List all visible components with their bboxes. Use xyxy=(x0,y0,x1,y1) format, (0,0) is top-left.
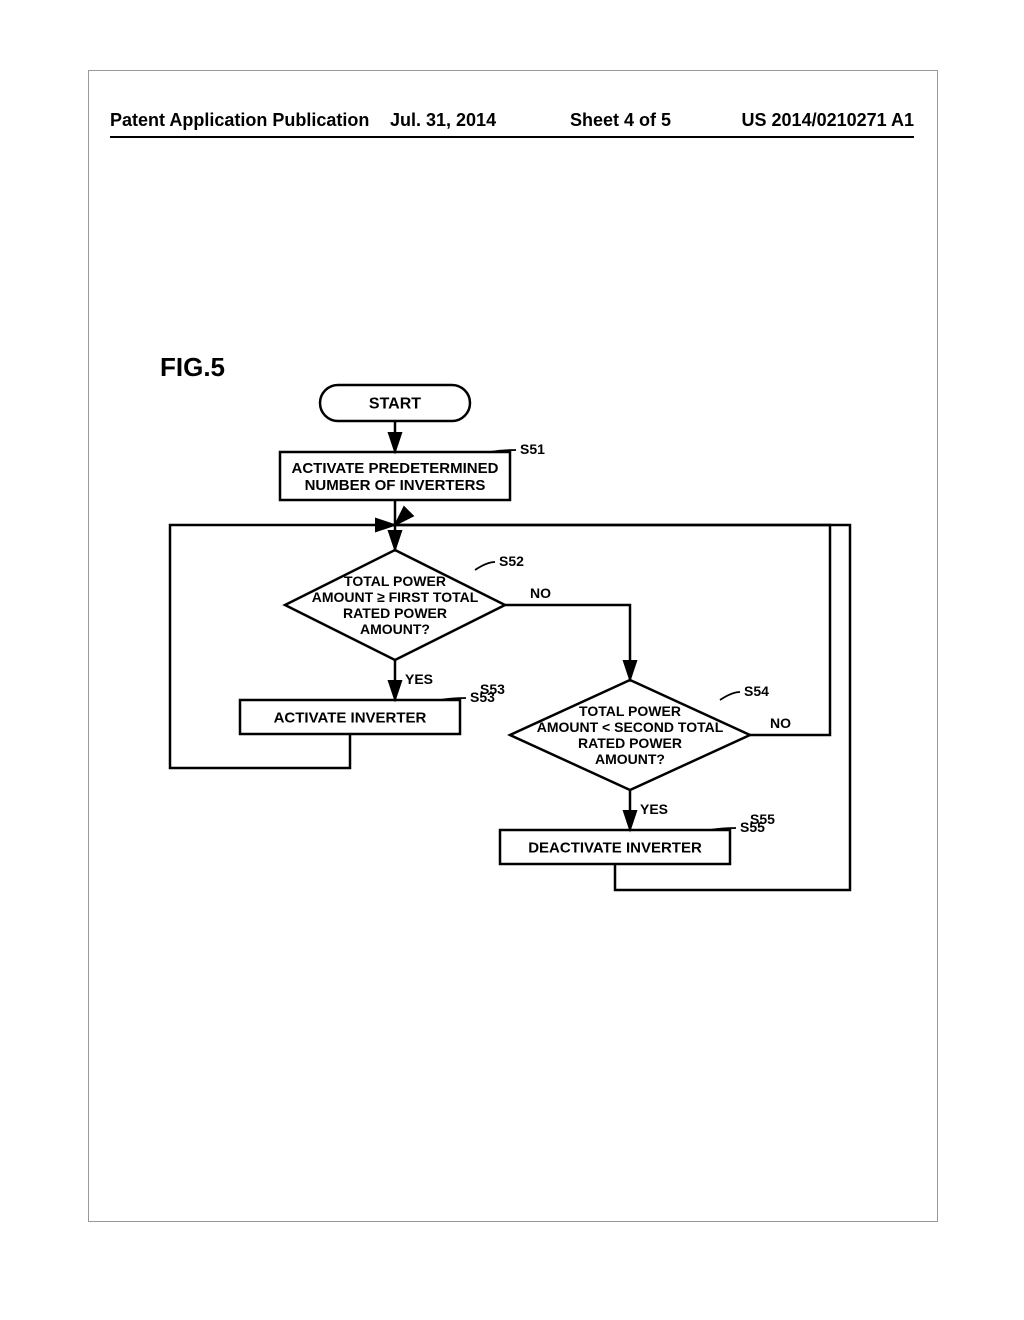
svg-text:TOTAL POWER: TOTAL POWER xyxy=(579,703,681,719)
svg-text:AMOUNT < SECOND TOTAL: AMOUNT < SECOND TOTAL xyxy=(537,719,724,735)
svg-text:ACTIVATE PREDETERMINED: ACTIVATE PREDETERMINED xyxy=(292,460,499,477)
header-rule xyxy=(110,136,914,138)
svg-text:ACTIVATE INVERTER: ACTIVATE INVERTER xyxy=(274,709,427,726)
svg-text:RATED POWER: RATED POWER xyxy=(578,735,682,751)
svg-text:NUMBER OF INVERTERS: NUMBER OF INVERTERS xyxy=(305,477,486,494)
svg-text:RATED POWER: RATED POWER xyxy=(343,605,447,621)
svg-text:YES: YES xyxy=(405,671,433,687)
header-sheet: Sheet 4 of 5 xyxy=(570,110,671,131)
svg-text:S51: S51 xyxy=(520,441,545,457)
svg-text:AMOUNT?: AMOUNT? xyxy=(595,751,665,767)
svg-text:NO: NO xyxy=(530,585,551,601)
svg-text:S53: S53 xyxy=(480,681,505,697)
header-left: Patent Application Publication xyxy=(110,110,369,131)
page: Patent Application Publication Jul. 31, … xyxy=(0,0,1024,1320)
svg-text:S52: S52 xyxy=(499,553,524,569)
header-date: Jul. 31, 2014 xyxy=(390,110,496,131)
svg-text:DEACTIVATE INVERTER: DEACTIVATE INVERTER xyxy=(528,839,702,856)
svg-text:START: START xyxy=(369,396,421,413)
header-pubnum: US 2014/0210271 A1 xyxy=(742,110,914,131)
flowchart: START ACTIVATE PREDETERMINEDNUMBER OF INV… xyxy=(130,370,910,970)
svg-text:YES: YES xyxy=(640,801,668,817)
svg-text:NO: NO xyxy=(770,715,791,731)
svg-text:TOTAL POWER: TOTAL POWER xyxy=(344,573,446,589)
svg-text:AMOUNT ≥ FIRST TOTAL: AMOUNT ≥ FIRST TOTAL xyxy=(312,589,479,605)
svg-text:AMOUNT?: AMOUNT? xyxy=(360,621,430,637)
svg-text:S54: S54 xyxy=(744,683,769,699)
svg-text:S55: S55 xyxy=(750,811,775,827)
